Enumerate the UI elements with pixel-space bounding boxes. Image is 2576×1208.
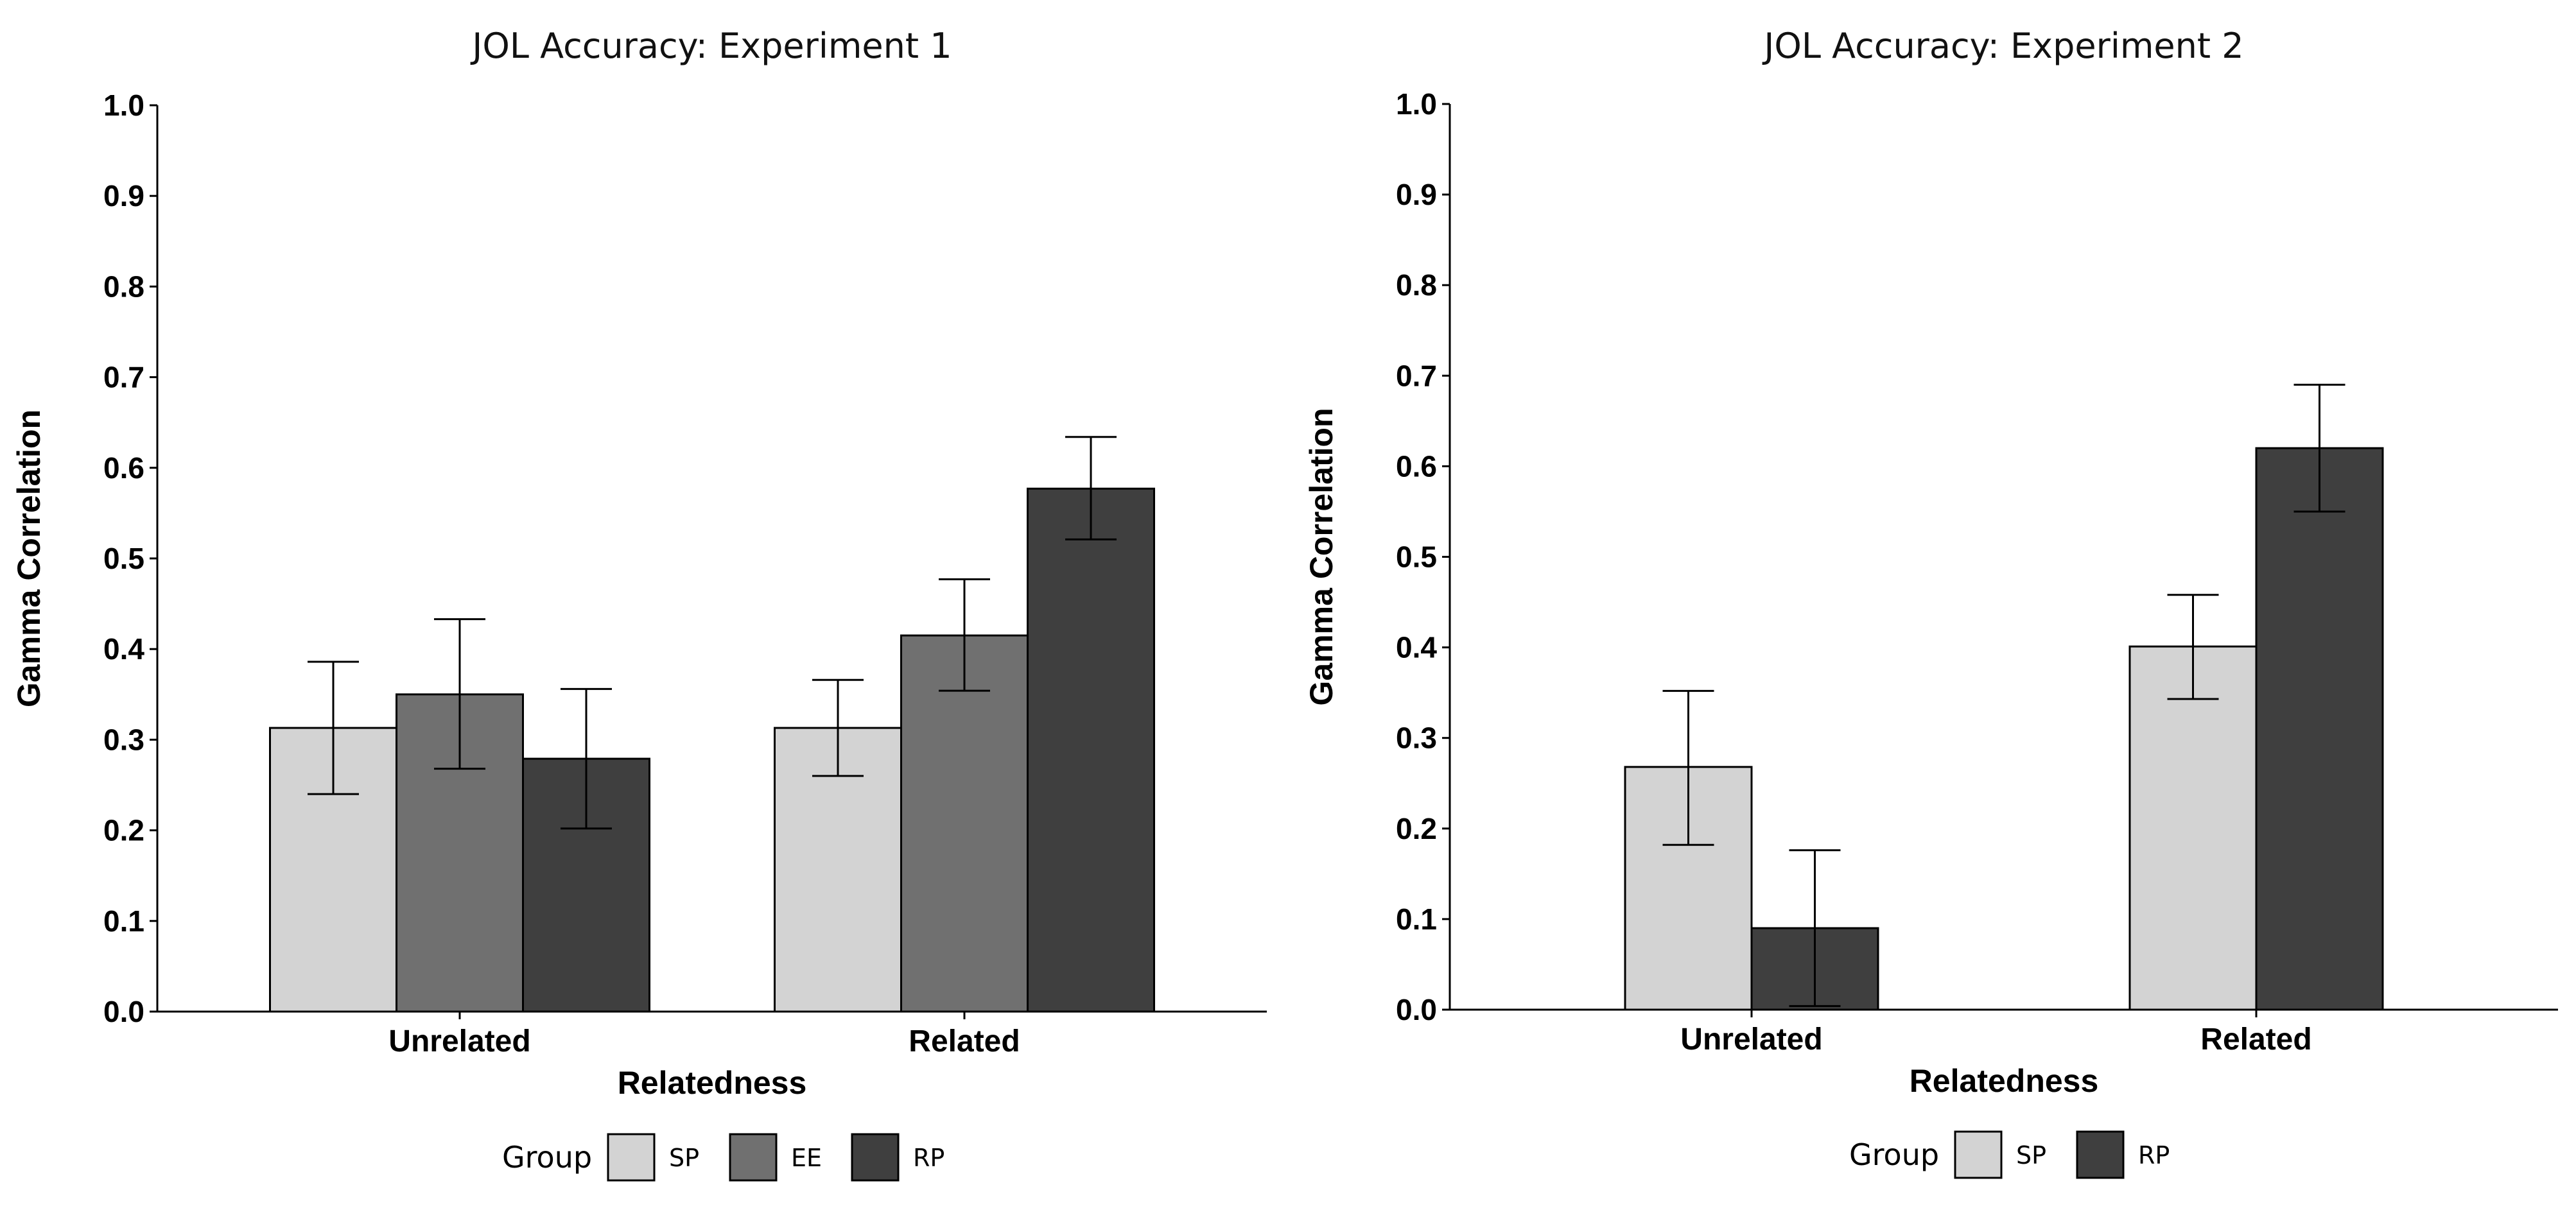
y-tick-label: 0.8 [103, 270, 144, 303]
y-tick-label: 0.1 [103, 904, 144, 938]
y-axis-title: Gamma Correlation [1303, 408, 1339, 705]
y-tick-label: 0.7 [1396, 359, 1437, 392]
y-tick-label: 0.1 [1396, 902, 1437, 936]
y-tick-label: 0.3 [103, 723, 144, 756]
y-tick-label: 0.5 [103, 542, 144, 575]
y-tick-label: 0.2 [103, 814, 144, 847]
bar-ee-related [900, 634, 1029, 1013]
y-tick-label: 0.6 [1396, 449, 1437, 483]
chart-title: JOL Accuracy: Experiment 1 [470, 26, 952, 66]
y-tick-label: 0.3 [1396, 721, 1437, 755]
bar-sp-related [2128, 645, 2258, 1011]
x-axis-title: Relatedness [1910, 1063, 2099, 1099]
legend-swatch-sp [607, 1133, 656, 1182]
y-tick-label: 0.9 [103, 179, 144, 212]
y-tick-label: 0.9 [1396, 178, 1437, 211]
x-tick-label: Unrelated [388, 1024, 530, 1058]
bar-rp-related [1027, 487, 1155, 1013]
y-tick-label: 0.6 [103, 451, 144, 485]
legend-label-ee: EE [791, 1144, 822, 1172]
y-axis-title: Gamma Correlation [11, 410, 47, 707]
legend-swatch-sp [1954, 1130, 2003, 1179]
y-tick-label: 0.4 [1396, 631, 1437, 664]
x-axis-title: Relatedness [618, 1065, 807, 1101]
x-tick-label: Related [2200, 1022, 2311, 1057]
y-tick-label: 1.0 [103, 89, 144, 122]
y-tick-label: 0.0 [103, 995, 144, 1028]
legend: Group SP EE RP [502, 1133, 944, 1182]
legend-title: Group [502, 1140, 592, 1175]
x-tick-label: Unrelated [1680, 1022, 1822, 1057]
y-tick-label: 0.7 [103, 361, 144, 394]
x-tick-label: Related [909, 1024, 1020, 1058]
legend-title: Group [1849, 1137, 1939, 1172]
legend-swatch-rp [2076, 1130, 2125, 1179]
y-tick-label: 0.4 [103, 632, 144, 666]
y-tick-label: 0.2 [1396, 812, 1437, 845]
legend-label-sp: SP [669, 1144, 699, 1172]
legend: Group SP RP [1849, 1130, 2170, 1179]
y-tick-label: 0.8 [1396, 268, 1437, 302]
chart-2: JOL Accuracy: Experiment 2 0.0 0.1 0.2 0.3 0.… [1303, 26, 2558, 1179]
legend-swatch-rp [851, 1133, 900, 1182]
legend-label-rp: RP [913, 1144, 944, 1172]
legend-label-rp: RP [2138, 1141, 2170, 1169]
y-tick-label: 1.0 [1396, 87, 1437, 121]
y-tick-label: 0.5 [1396, 540, 1437, 574]
legend-swatch-ee [729, 1133, 778, 1182]
chart-1: JOL Accuracy: Experiment 1 0.0 0.1 0.2 0.3 0.… [11, 26, 1267, 1182]
chart-title: JOL Accuracy: Experiment 2 [1762, 26, 2243, 66]
legend-label-sp: SP [2016, 1141, 2046, 1169]
bar-rp-related [2255, 447, 2384, 1011]
y-tick-label: 0.0 [1396, 993, 1437, 1026]
